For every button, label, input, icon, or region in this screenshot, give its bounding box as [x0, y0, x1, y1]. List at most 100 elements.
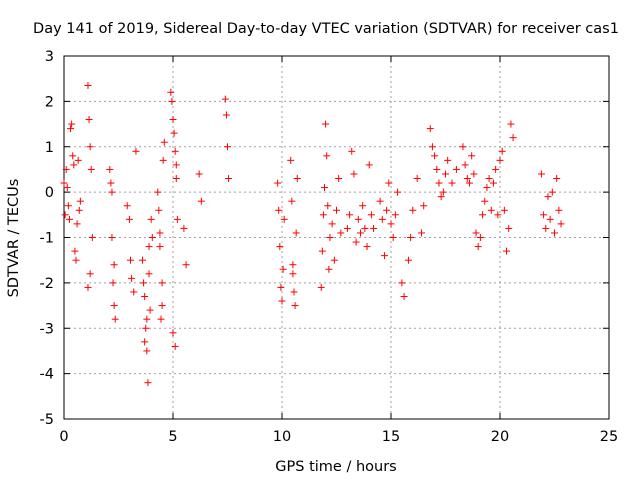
data-point [505, 224, 513, 232]
data-point [141, 292, 149, 300]
data-point [155, 206, 163, 214]
data-point [323, 152, 331, 160]
data-point [224, 143, 231, 151]
data-point [277, 283, 285, 291]
data-point [125, 215, 133, 223]
data-point [279, 265, 287, 273]
data-point [325, 265, 333, 273]
data-point [287, 156, 295, 164]
data-point [148, 234, 156, 241]
x-tick-label: 20 [491, 429, 509, 445]
data-point [557, 220, 565, 228]
data-point [195, 170, 203, 178]
data-point [67, 125, 75, 133]
data-point [318, 247, 326, 255]
data-point [321, 184, 329, 192]
data-point [483, 184, 491, 192]
data-point [68, 120, 76, 128]
data-point [171, 147, 179, 155]
data-point [61, 211, 69, 219]
y-tick-label: -2 [40, 276, 54, 292]
data-point [337, 229, 345, 237]
data-point [509, 134, 517, 142]
data-point [278, 297, 286, 305]
y-axis-label: SDTVAR / TECUs [6, 179, 22, 298]
data-point [544, 193, 552, 201]
data-point [123, 202, 131, 210]
data-point [328, 220, 336, 228]
data-point [350, 170, 358, 178]
data-point [354, 215, 362, 223]
data-point [437, 193, 445, 201]
data-point [343, 224, 351, 232]
data-point [108, 188, 116, 196]
data-point [551, 229, 558, 237]
data-point [492, 165, 500, 173]
data-point [110, 261, 118, 269]
data-point [370, 224, 378, 232]
data-point [391, 211, 399, 219]
data-point [348, 147, 356, 155]
data-point [463, 175, 471, 183]
data-point [431, 152, 439, 160]
data-point [140, 279, 148, 287]
data-point [87, 165, 95, 173]
data-point [69, 152, 77, 160]
data-point [324, 202, 332, 210]
data-point [169, 329, 177, 337]
data-point [465, 179, 473, 187]
data-point [407, 234, 415, 241]
data-point [143, 347, 151, 355]
data-point [435, 179, 443, 187]
data-point [132, 147, 140, 155]
data-point [106, 165, 114, 173]
y-tick-label: -3 [40, 321, 54, 337]
data-point [452, 165, 460, 173]
data-point [86, 270, 94, 278]
data-point [380, 252, 388, 260]
data-point [85, 116, 93, 124]
data-point [459, 143, 467, 151]
data-point [73, 220, 81, 228]
data-point [275, 206, 283, 214]
data-point [143, 315, 151, 323]
data-point [145, 270, 153, 278]
data-point [378, 215, 386, 223]
data-point [383, 206, 391, 214]
data-point [548, 188, 556, 196]
data-point [376, 197, 384, 205]
data-point [138, 256, 146, 264]
data-point [546, 215, 554, 223]
data-point [65, 215, 73, 223]
data-point [500, 206, 508, 214]
data-point [540, 211, 548, 219]
data-point [420, 202, 428, 210]
data-point [76, 197, 84, 205]
data-point [154, 188, 162, 196]
data-point [293, 175, 301, 183]
data-point [107, 179, 115, 187]
data-point [553, 175, 561, 183]
y-tick-label: -5 [40, 412, 54, 428]
x-tick-label: 0 [59, 429, 68, 445]
data-point [128, 274, 136, 282]
data-point [221, 95, 229, 103]
data-point [359, 202, 367, 210]
data-point [160, 138, 168, 146]
data-points [60, 81, 565, 387]
y-tick-label: 1 [45, 140, 54, 156]
data-point [171, 342, 179, 350]
data-point [413, 175, 421, 183]
data-point [409, 206, 417, 214]
data-point [537, 170, 545, 178]
data-point [168, 97, 176, 105]
x-tick-label: 25 [600, 429, 618, 445]
data-point [72, 256, 80, 264]
data-point [485, 175, 493, 183]
x-tick-label: 10 [273, 429, 291, 445]
data-point [498, 147, 506, 155]
x-tick-label: 5 [168, 429, 177, 445]
data-point [398, 279, 406, 287]
data-point [108, 234, 116, 241]
data-point [444, 156, 452, 164]
